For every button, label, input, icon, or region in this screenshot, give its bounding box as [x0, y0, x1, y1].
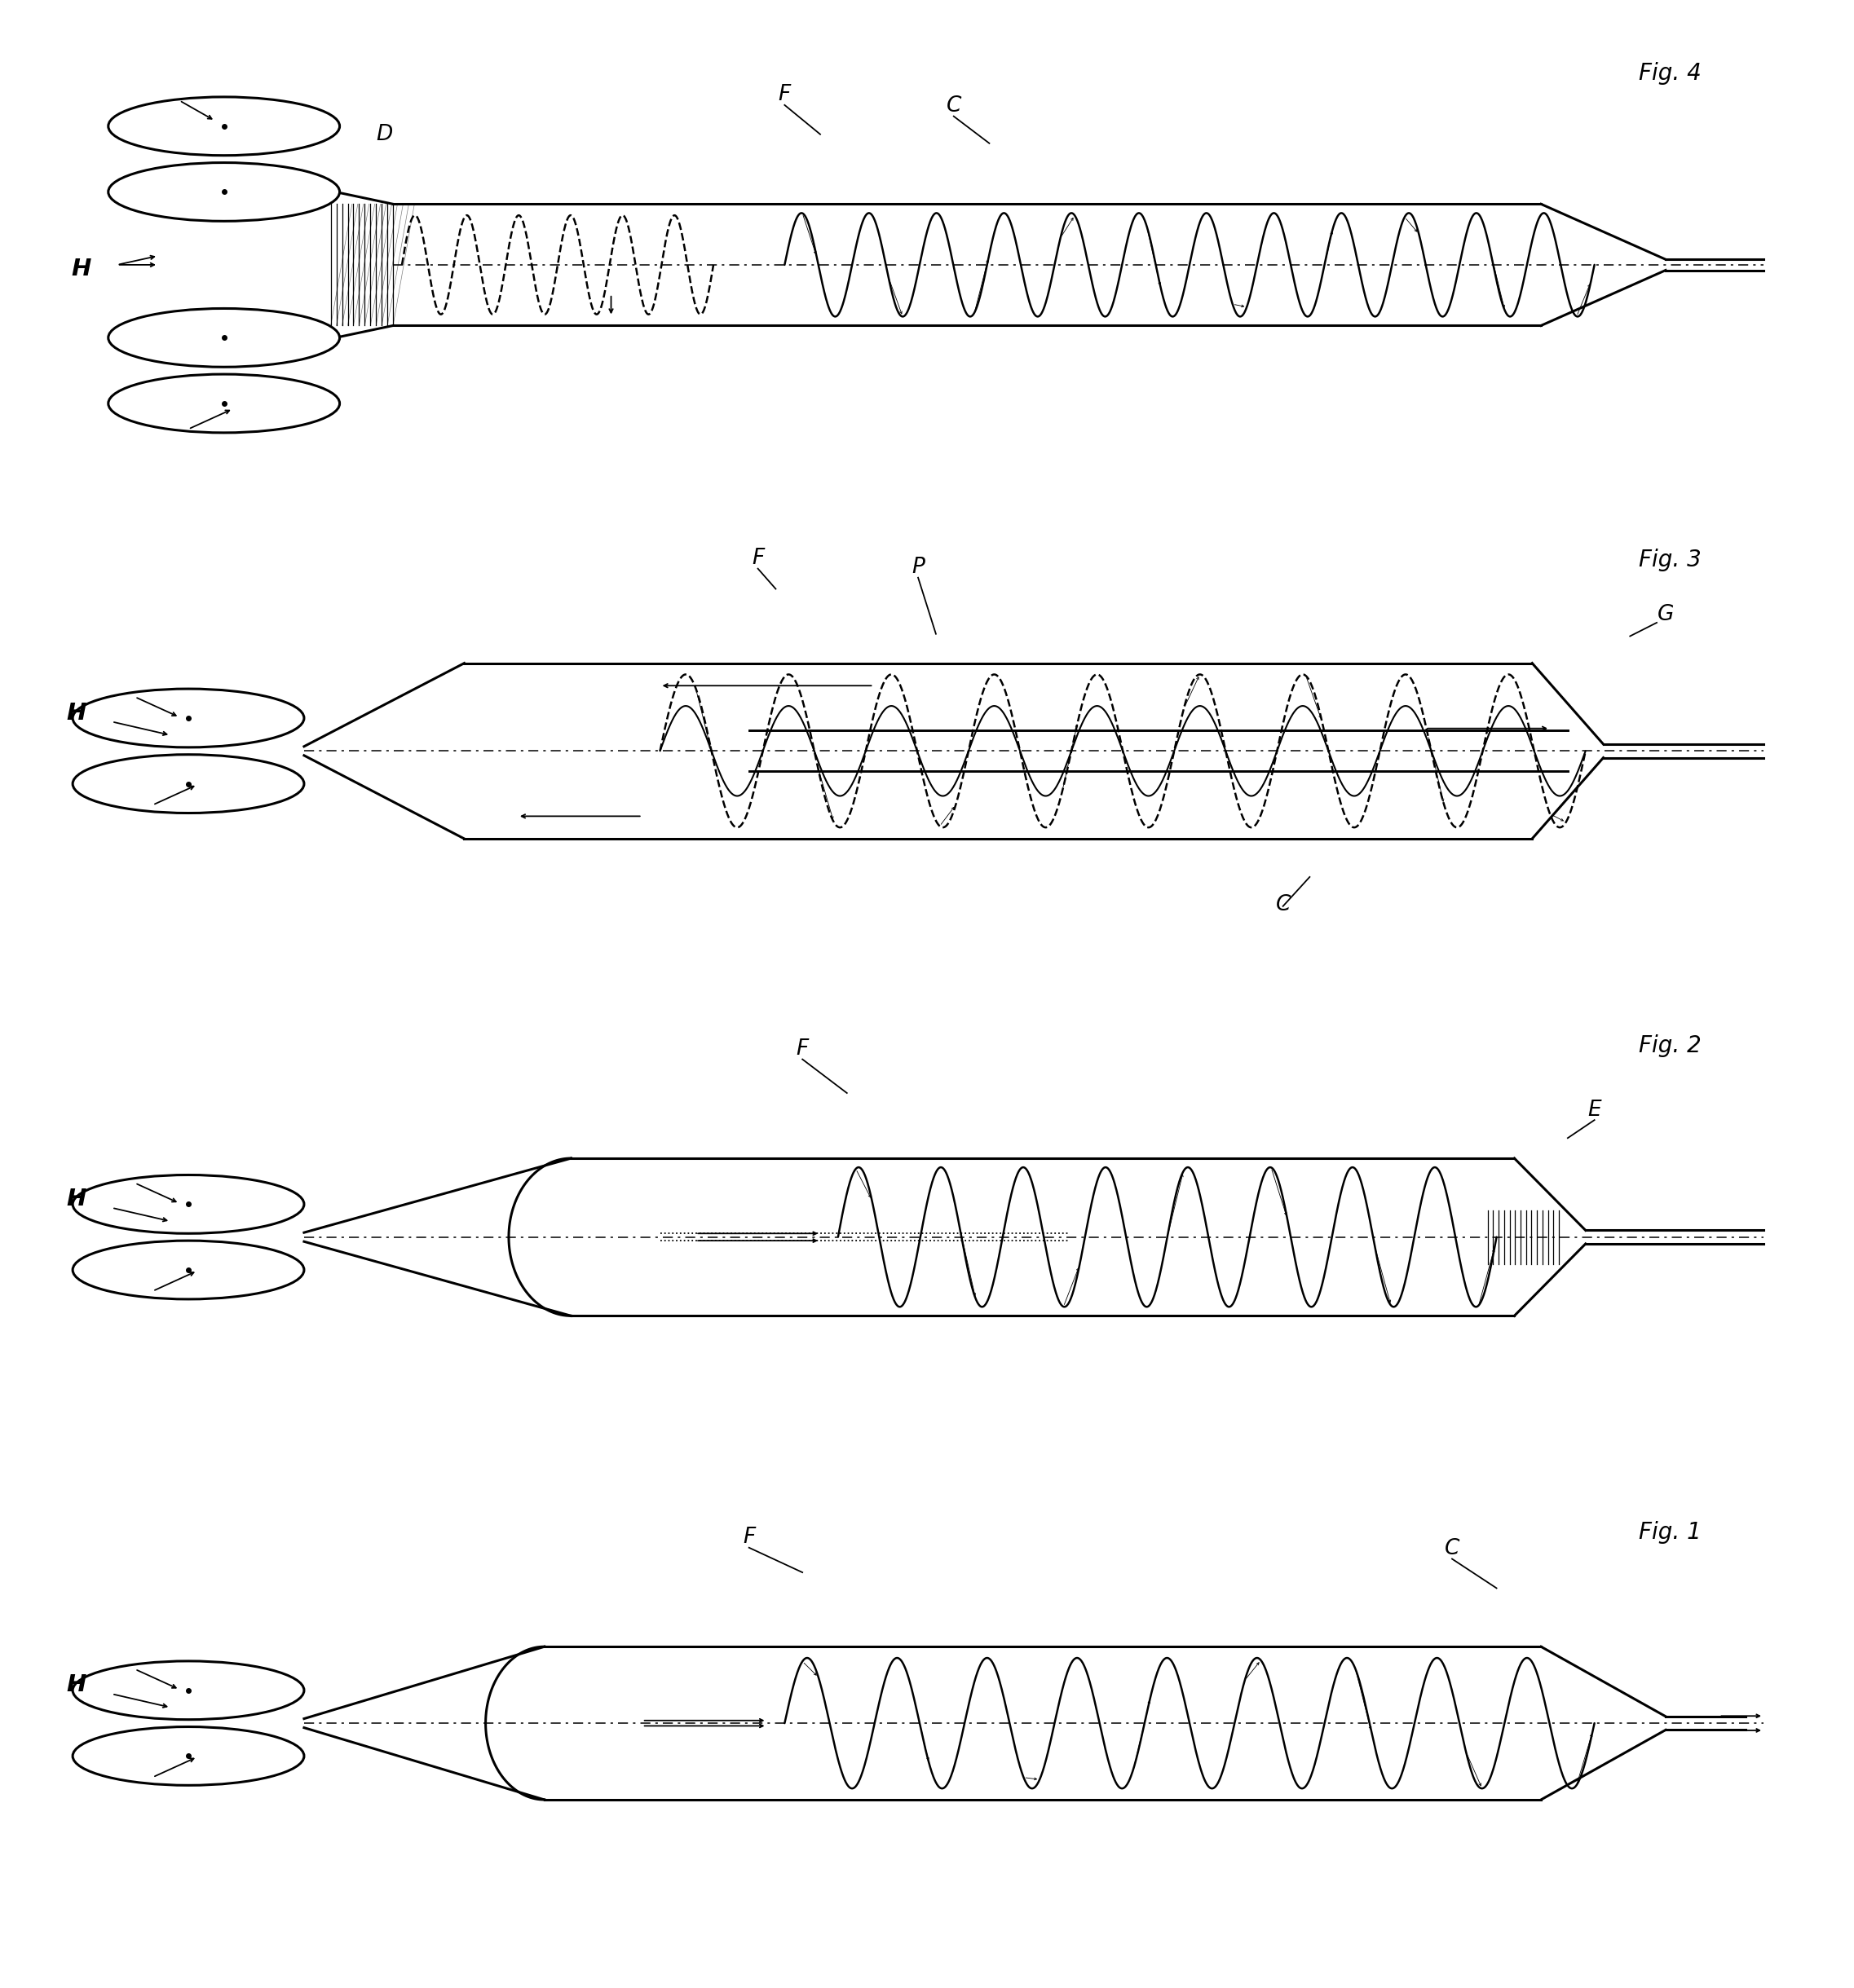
Text: C: C: [1444, 1539, 1459, 1559]
Text: P: P: [912, 557, 925, 579]
Text: H: H: [67, 702, 85, 724]
Text: C: C: [946, 95, 960, 117]
Text: Fig. 2: Fig. 2: [1639, 1034, 1702, 1058]
Text: C: C: [1276, 895, 1290, 916]
Text: H: H: [67, 1187, 85, 1211]
Text: Fig. 3: Fig. 3: [1639, 549, 1702, 571]
Text: E: E: [1587, 1099, 1602, 1121]
Text: F: F: [751, 549, 764, 569]
Text: D: D: [376, 123, 393, 145]
Text: F: F: [743, 1527, 755, 1549]
Text: Fig. 4: Fig. 4: [1639, 62, 1702, 85]
Text: Fig. 1: Fig. 1: [1639, 1521, 1702, 1543]
Text: H: H: [72, 258, 91, 280]
Text: G: G: [1657, 604, 1674, 626]
Text: F: F: [795, 1038, 808, 1060]
Text: F: F: [779, 83, 792, 105]
Text: H: H: [67, 1674, 85, 1696]
